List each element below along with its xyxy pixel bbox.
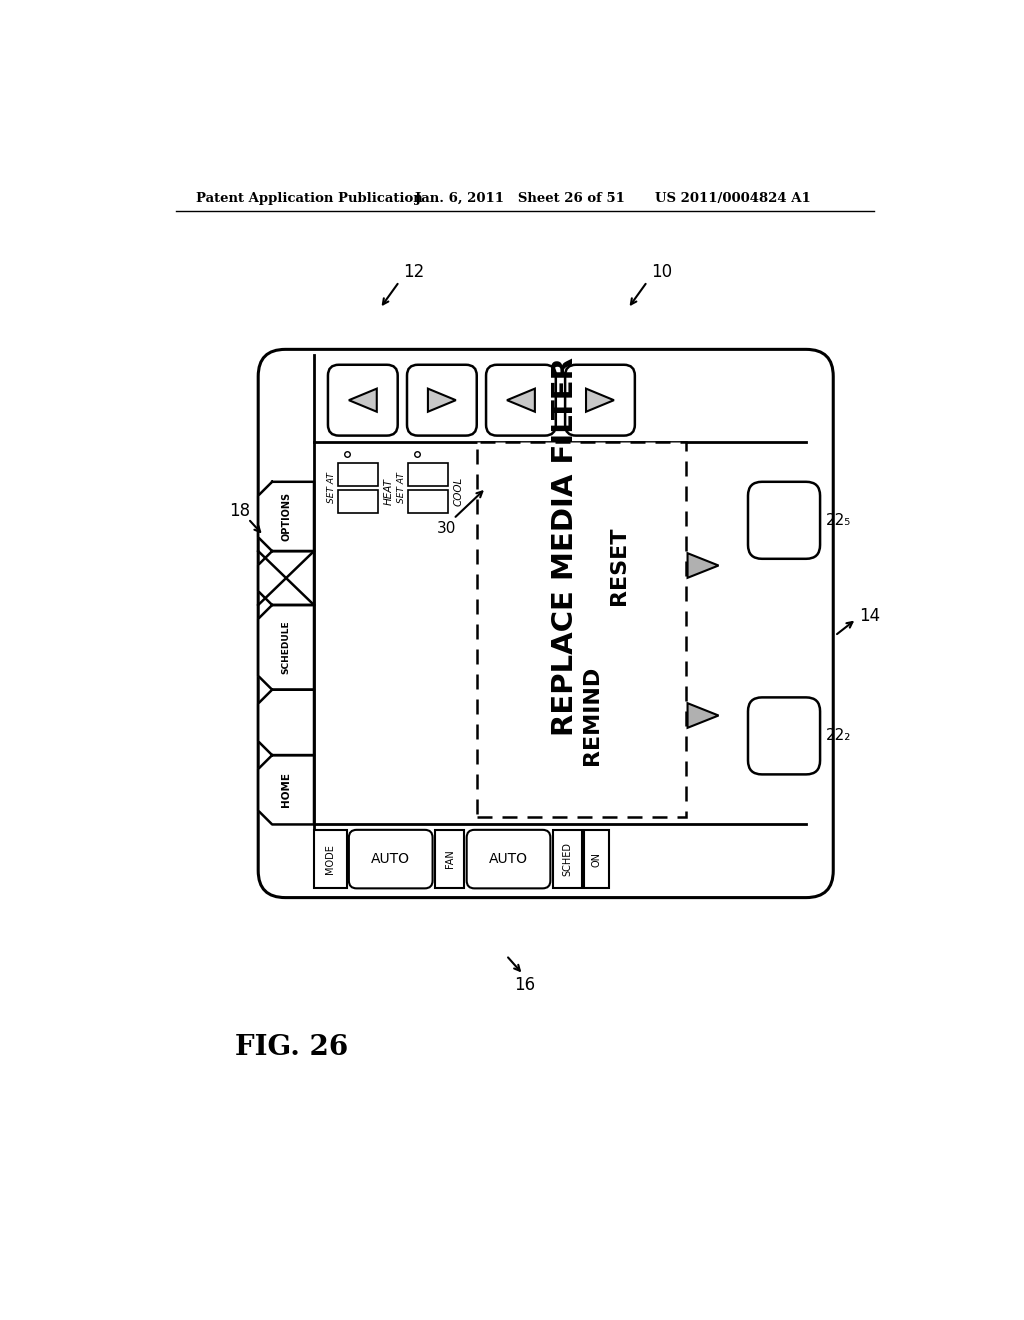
Text: 12: 12 bbox=[403, 264, 424, 281]
Text: 16: 16 bbox=[514, 975, 536, 994]
Text: SET AT: SET AT bbox=[397, 473, 407, 503]
FancyBboxPatch shape bbox=[407, 364, 477, 436]
FancyBboxPatch shape bbox=[748, 482, 820, 558]
Text: 18: 18 bbox=[228, 502, 250, 520]
Text: RESET: RESET bbox=[609, 527, 629, 605]
FancyBboxPatch shape bbox=[338, 490, 378, 512]
FancyBboxPatch shape bbox=[477, 442, 686, 817]
Text: AUTO: AUTO bbox=[372, 853, 411, 866]
Polygon shape bbox=[258, 605, 314, 689]
FancyBboxPatch shape bbox=[408, 490, 449, 512]
FancyBboxPatch shape bbox=[748, 697, 820, 775]
Polygon shape bbox=[586, 388, 614, 412]
FancyBboxPatch shape bbox=[435, 830, 464, 888]
Text: AUTO: AUTO bbox=[489, 853, 528, 866]
Text: 14: 14 bbox=[859, 607, 880, 624]
Polygon shape bbox=[428, 388, 456, 412]
Polygon shape bbox=[258, 689, 314, 755]
Polygon shape bbox=[349, 388, 377, 412]
Text: US 2011/0004824 A1: US 2011/0004824 A1 bbox=[655, 191, 811, 205]
FancyBboxPatch shape bbox=[338, 463, 378, 487]
FancyBboxPatch shape bbox=[486, 364, 556, 436]
Polygon shape bbox=[507, 388, 535, 412]
FancyBboxPatch shape bbox=[349, 830, 432, 888]
Text: REPLACE MEDIA FILTER: REPLACE MEDIA FILTER bbox=[551, 358, 579, 737]
Text: SCHEDULE: SCHEDULE bbox=[282, 620, 291, 675]
Polygon shape bbox=[687, 704, 719, 727]
Polygon shape bbox=[258, 552, 314, 605]
FancyBboxPatch shape bbox=[565, 364, 635, 436]
Polygon shape bbox=[258, 482, 314, 552]
Text: 30: 30 bbox=[436, 521, 456, 536]
Text: 10: 10 bbox=[651, 264, 672, 281]
Polygon shape bbox=[687, 553, 719, 578]
FancyBboxPatch shape bbox=[258, 350, 834, 898]
Text: SET AT: SET AT bbox=[328, 473, 336, 503]
FancyBboxPatch shape bbox=[408, 463, 449, 487]
Text: FAN: FAN bbox=[444, 850, 455, 869]
Text: SCHED: SCHED bbox=[562, 842, 572, 876]
FancyBboxPatch shape bbox=[467, 830, 550, 888]
Text: Jan. 6, 2011   Sheet 26 of 51: Jan. 6, 2011 Sheet 26 of 51 bbox=[415, 191, 625, 205]
Text: HEAT: HEAT bbox=[384, 478, 394, 506]
Text: OPTIONS: OPTIONS bbox=[282, 492, 291, 541]
Text: ON: ON bbox=[592, 851, 602, 867]
Text: 22₂: 22₂ bbox=[826, 729, 852, 743]
Text: COOL: COOL bbox=[454, 478, 464, 507]
FancyBboxPatch shape bbox=[328, 364, 397, 436]
FancyBboxPatch shape bbox=[585, 830, 609, 888]
Polygon shape bbox=[258, 755, 314, 825]
Text: MODE: MODE bbox=[326, 845, 335, 874]
FancyBboxPatch shape bbox=[553, 830, 583, 888]
Text: 22₅: 22₅ bbox=[826, 512, 852, 528]
Text: REMIND: REMIND bbox=[582, 665, 602, 766]
Text: HOME: HOME bbox=[282, 772, 291, 808]
Text: Patent Application Publication: Patent Application Publication bbox=[197, 191, 423, 205]
Text: FIG. 26: FIG. 26 bbox=[234, 1035, 348, 1061]
FancyBboxPatch shape bbox=[314, 830, 346, 888]
